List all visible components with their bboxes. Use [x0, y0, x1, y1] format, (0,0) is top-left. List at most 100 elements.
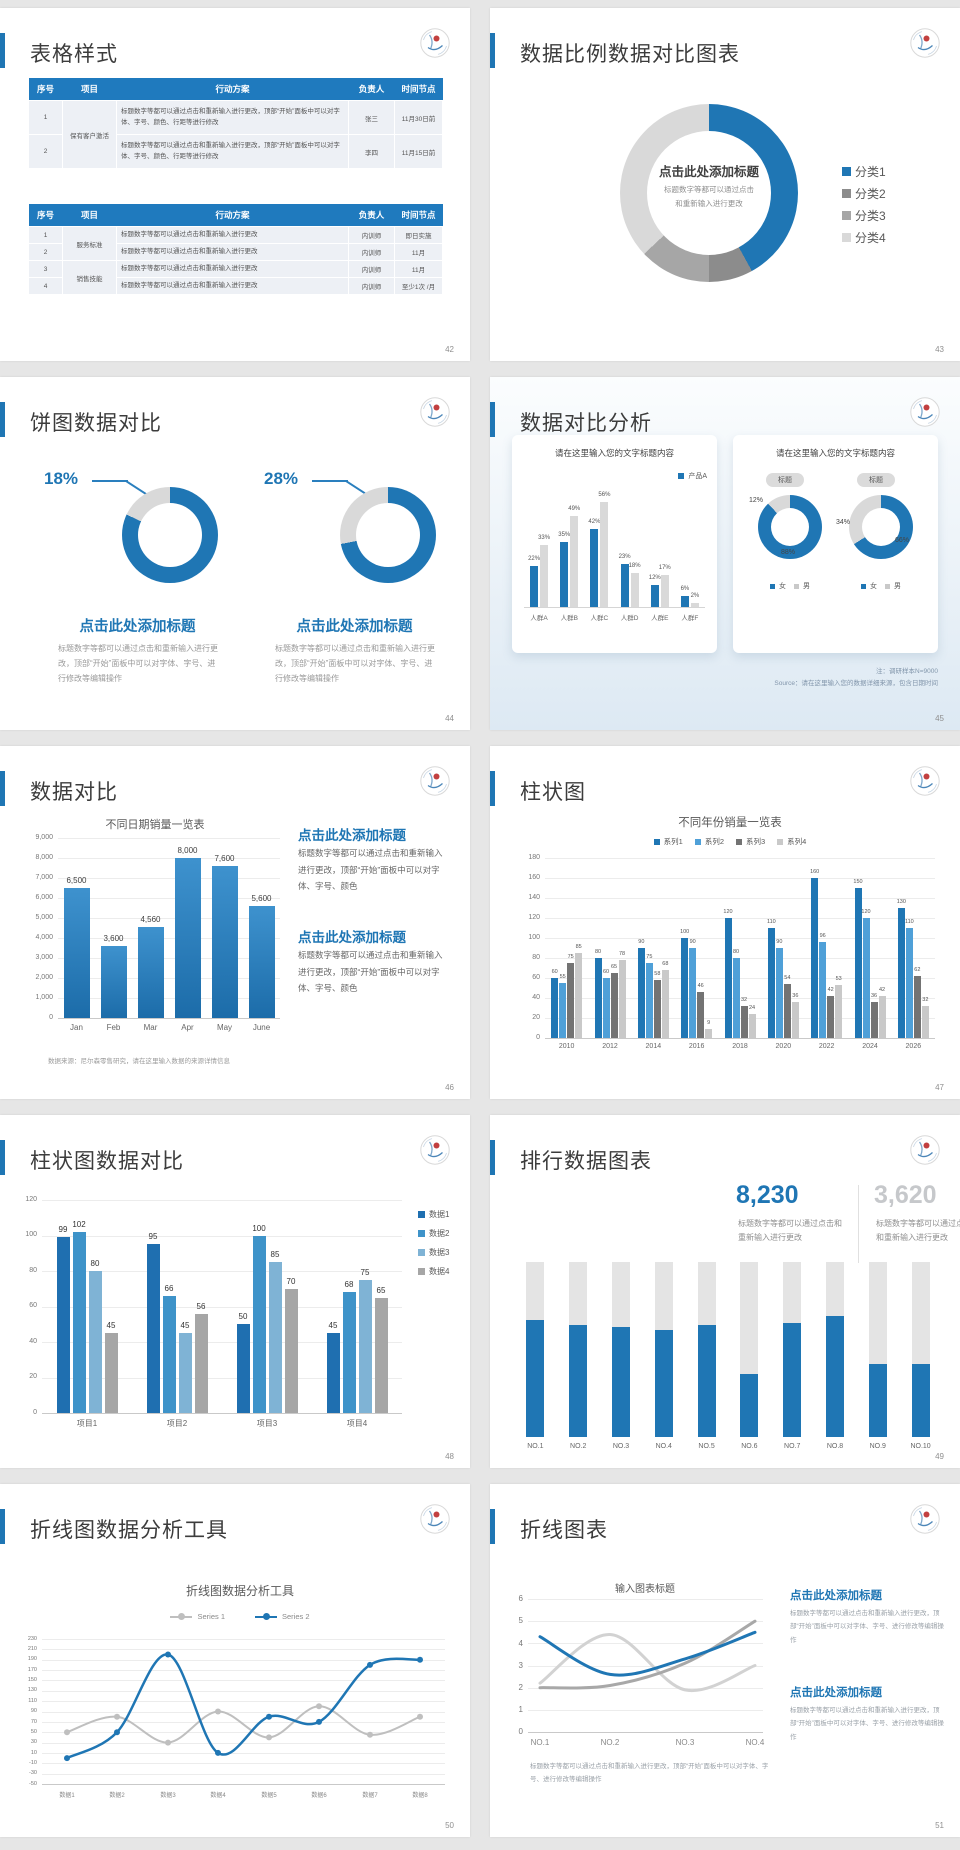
logo-svg: [910, 28, 940, 58]
y-axis-tick-label: 90: [30, 1708, 37, 1715]
y-axis-tick-label: 150: [27, 1677, 37, 1684]
bar-value-label: 3,600: [103, 934, 124, 943]
y-axis-tick-label: 0: [49, 1013, 53, 1021]
bar-chart-card: 请在这里输入您的文字标题内容 产品A 22% 33% 人群A 35% 49% 人群B 42%…: [512, 435, 717, 653]
bar-value-label: 9: [707, 1019, 711, 1026]
gridline: [42, 1711, 445, 1713]
donut-hole: [771, 508, 809, 546]
y-axis-tick-label: 110: [28, 1697, 37, 1704]
logo-icon: [910, 766, 940, 796]
gridline: [58, 918, 280, 919]
bar-value-label: 56: [196, 1301, 206, 1311]
x-axis-label: 2026: [905, 1043, 922, 1050]
bar: [570, 515, 579, 607]
line-chart-svg: [64, 1651, 423, 1762]
slide-50-line-analysis[interactable]: 折线图数据分析工具 折线图数据分析工具 Series 1 Series 2 50 …: [0, 1484, 470, 1837]
y-axis-tick-label: -30: [29, 1770, 37, 1777]
x-axis-label: 2018: [732, 1043, 748, 1050]
cell-action: 标题数字等都可以通过点击和重新输入进行更改，顶部“开始”面板中可以对字体、字号、…: [116, 134, 349, 169]
y-axis-tick-label: 100: [528, 933, 540, 941]
y-axis-tick-label: 230: [27, 1635, 37, 1642]
title-accent-bar: [490, 1509, 495, 1544]
x-axis-label: 人群B: [560, 615, 578, 622]
slide-47-column-chart[interactable]: 柱状图 不同年份销量一览表 系列1 系列2 系列3 系列4 47 180 160 140 1…: [490, 746, 960, 1099]
legend-swatch: [842, 211, 851, 220]
y-axis-tick-label: 130: [27, 1687, 37, 1694]
legend-label: 数据1: [429, 1210, 450, 1219]
column-header: 时间节点: [394, 204, 443, 227]
bar: [680, 595, 689, 607]
bar-value-label: 110: [766, 918, 776, 925]
gridline: [58, 838, 280, 839]
page-number: 43: [935, 345, 944, 354]
legend-swatch: [418, 1268, 425, 1275]
legend-item: 系列4: [777, 836, 806, 847]
cell-index: 1: [28, 226, 63, 244]
gender-legend-left: 女男: [755, 581, 825, 591]
donut-label: 88%: [781, 549, 796, 556]
legend-item: 数据1: [418, 1209, 449, 1220]
x-axis-label: NO.4: [655, 1443, 672, 1450]
action-plan-table-1: 序号 项目 行动方案 负责人 时间节点 1 保有客户激活 标题数字等都可以通过点击和重新输入进…: [28, 78, 443, 169]
callout-line: [92, 480, 128, 482]
legend-item: 分类2: [842, 185, 886, 202]
title-accent-bar: [490, 771, 495, 806]
bar-value-label: 23%: [618, 554, 631, 561]
item-title-right: 点击此处添加标题: [296, 619, 413, 635]
logo-svg: [420, 28, 450, 58]
slide-43-donut-ratio[interactable]: 数据比例数据对比图表 点击此处添加标题 标题数字等都可以通过点击和重新输入进行更…: [490, 8, 960, 361]
y-axis-tick-label: 6: [518, 1594, 523, 1604]
gridline: [545, 938, 935, 939]
y-axis-tick-label: 50: [30, 1728, 37, 1735]
gridline: [42, 1377, 402, 1379]
bar: [600, 502, 609, 607]
slide-46-data-compare[interactable]: 数据对比 不同日期销量一览表 点击此处添加标题 标题数字等都可以通过点击和重新输…: [0, 746, 470, 1099]
bar-filled: [526, 1319, 545, 1437]
baseline: [524, 607, 705, 608]
bar: [740, 1006, 748, 1038]
bar: [540, 545, 549, 607]
y-axis-tick-label: 2: [518, 1682, 523, 1692]
y-axis-tick-label: 3,000: [35, 953, 53, 961]
block-text: 标题数字等都可以通过点击和重新输入进行更改，顶部“开始”面板中可以对字体、字号、…: [298, 848, 443, 892]
gridline: [42, 1200, 402, 1201]
page-number: 49: [935, 1452, 944, 1461]
x-axis-label: 2020: [775, 1043, 792, 1050]
slide-49-ranking-chart[interactable]: 排行数据图表 8,230 标题数字等都可以通过点击和重新输入进行更改 3,620…: [490, 1115, 960, 1468]
bar: [530, 565, 539, 607]
block-text: 标题数字等都可以通过点击和重新输入进行更改，顶部“开始”面板中可以对字体、字号、…: [790, 1707, 944, 1741]
title-accent-bar: [490, 33, 495, 68]
title-accent-bar: [490, 402, 495, 437]
legend-label: 系列4: [787, 837, 807, 846]
gridline: [528, 1665, 763, 1667]
slide-44-pie-compare[interactable]: 饼图数据对比 18% 点击此处添加标题 标题数字等都可以通过点击和重新输入进行更…: [0, 377, 470, 730]
bar-value-label: 4,560: [140, 914, 161, 924]
bar: [630, 573, 639, 607]
bar-filled: [783, 1323, 802, 1437]
x-axis-label: 2014: [645, 1043, 662, 1050]
slide-45-analysis[interactable]: 数据对比分析 请在这里输入您的文字标题内容 产品A 22% 33% 人群A 35% 49…: [490, 377, 960, 730]
slide-51-line-chart[interactable]: 折线图表 输入图表标题 点击此处添加标题 标题数字等都可以通过点击和重新输入进行…: [490, 1484, 960, 1837]
legend-label: 数据3: [429, 1248, 450, 1257]
y-axis-tick-label: 100: [25, 1231, 37, 1239]
bar-value-label: 110: [904, 918, 914, 925]
bar-value-label: 90: [638, 938, 645, 945]
cell-owner: 李四: [348, 134, 395, 169]
gridline: [42, 1413, 402, 1414]
cell-owner: 内训师: [348, 277, 395, 295]
bar: [690, 603, 699, 607]
column-header: 项目: [62, 78, 117, 101]
slide-title: 排行数据图表: [520, 1150, 652, 1173]
chart-title: 不同年份销量一览表: [678, 817, 782, 829]
slide-48-column-compare[interactable]: 柱状图数据对比 数据1 数据2 数据3 数据4 48 120 100 80 60 40 20 0 9…: [0, 1115, 470, 1468]
bar-filled: [697, 1325, 716, 1437]
bar-value-label: 6,500: [66, 876, 87, 885]
bar: [178, 1333, 192, 1413]
badge-right: 标题: [857, 473, 895, 487]
gridline: [42, 1784, 445, 1785]
slide-42-table-style[interactable]: 表格样式 序号 项目 行动方案 负责人 时间节点 1 保有客户激活 标题数字等都可以通过点击和…: [0, 8, 470, 361]
donut-label: 34%: [836, 519, 851, 526]
title-accent-bar: [0, 1509, 5, 1544]
y-axis-tick-label: 1,000: [35, 993, 53, 1001]
title-accent-bar: [0, 771, 5, 806]
